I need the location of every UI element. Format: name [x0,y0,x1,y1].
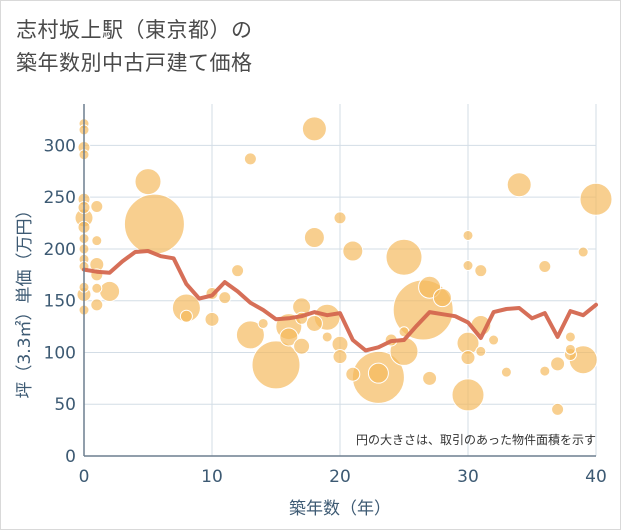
average-line-series [82,249,598,353]
bubble-point [251,340,301,390]
grid-lines [84,104,597,456]
bubble-point [123,193,185,255]
bubble-point [422,370,438,386]
bubble-point [475,345,487,357]
bubble-point [279,327,299,347]
y-axis-title: 坪（3.3㎡）単価（万円） [15,201,35,398]
x-tick-label: 30 [457,467,479,487]
bubble-point [179,309,193,323]
x-tick-label: 10 [201,467,223,487]
bubble-point [342,240,364,262]
chart-title: 志村坂上駅（東京都）の 築年数別中古戸建て価格 [16,14,253,80]
bubble-point [539,365,551,377]
bubble-point [91,282,103,294]
x-tick-label: 0 [79,467,90,487]
y-tick-label: 150 [44,292,76,312]
bubble-point [235,320,265,350]
chart-title-line-2: 築年数別中古戸建て価格 [16,51,253,75]
bubble-point [243,152,257,166]
chart-title-line-1: 志村坂上駅（東京都）の [16,18,253,42]
y-tick-label: 300 [44,136,76,156]
bubble-point [293,337,311,355]
average-price-line [82,249,598,353]
bubble-point [488,334,500,346]
bubble-point [506,172,532,198]
bubble-point [99,280,121,302]
bubble-point [91,235,103,247]
y-tick-label: 0 [65,447,76,467]
bubble-point [432,288,452,308]
bubble-point [500,366,512,378]
bubble-point [90,199,104,213]
bubble-point [474,264,488,278]
bubble-point [305,314,323,332]
bubble-point [577,246,589,258]
y-tick-label: 100 [44,343,76,363]
bubble-point [550,356,566,372]
bubble-point [462,260,474,272]
bubble-point [303,227,325,249]
bubble-point [332,349,348,365]
bubble-point [367,362,389,384]
bubble-size-note: 円の大きさは、取引のあった物件面積を示す [356,432,596,447]
y-tick-label: 50 [54,395,76,415]
bubble-point [564,331,576,343]
bubble-point [333,211,347,225]
bubble-point [564,343,576,355]
bubble-point [321,331,333,343]
bubble-point [538,260,552,274]
bubble-point [385,238,423,276]
y-tick-label: 200 [44,240,76,260]
bubble-point [301,116,327,142]
bubble-point [257,317,269,329]
bubble-point [579,182,613,216]
x-tick-label: 40 [585,467,607,487]
bubble-point [204,311,220,327]
x-tick-label: 20 [329,467,351,487]
bubble-series [74,116,613,416]
bubble-point [134,168,162,196]
bubble-point [451,378,485,412]
bubble-point [345,366,361,382]
axes: 0 10 20 30 40 0 50 100 150 200 250 300 [44,104,607,487]
bubble-point [90,298,104,312]
bubble-point [231,264,245,278]
x-axis-title: 築年数（年） [289,499,391,519]
y-tick-label: 250 [44,188,76,208]
bubble-point [460,350,476,366]
bubble-point [551,402,565,416]
bubble-point [218,291,232,305]
bubble-point [462,229,474,241]
